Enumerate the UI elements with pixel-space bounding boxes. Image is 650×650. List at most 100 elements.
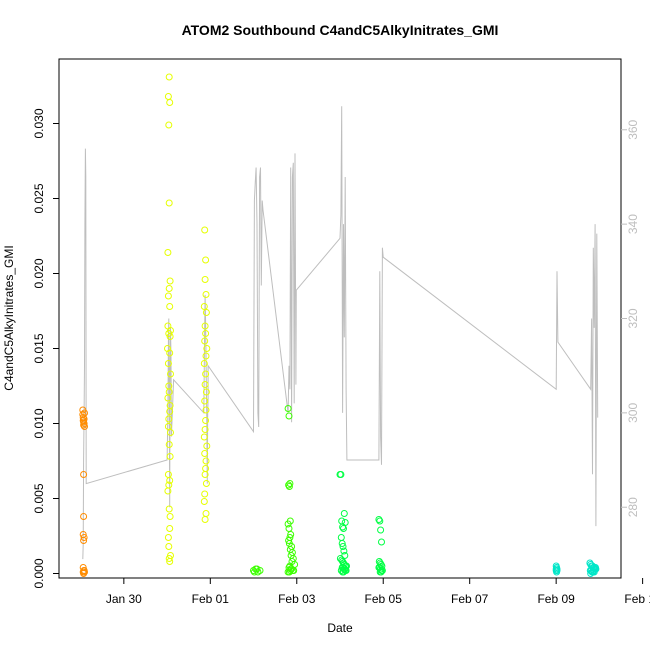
- y-tick-label: 0.000: [32, 558, 46, 588]
- data-point: [165, 441, 173, 448]
- data-point: [166, 525, 174, 532]
- data-point: [81, 409, 88, 417]
- data-point: [338, 517, 346, 525]
- data-point: [375, 516, 383, 523]
- data-point: [201, 426, 209, 433]
- secondary-line-layer: [82, 106, 599, 560]
- data-point: [166, 333, 174, 340]
- data-point: [166, 303, 174, 310]
- data-point: [164, 249, 172, 256]
- data-point: [200, 360, 208, 367]
- data-point: [337, 471, 345, 478]
- data-point: [202, 370, 210, 378]
- data-point: [200, 498, 208, 505]
- data-point: [80, 513, 88, 520]
- data-point: [201, 471, 209, 478]
- data-point: [165, 555, 173, 562]
- x-tick-label: Jan 30: [106, 592, 142, 606]
- data-point: [167, 429, 174, 436]
- data-point: [284, 405, 292, 412]
- x-tick-label: Feb 01: [192, 592, 230, 606]
- data-point: [587, 570, 595, 577]
- data-point: [337, 534, 345, 541]
- points-layer: [79, 73, 600, 577]
- data-point: [166, 408, 174, 415]
- y-tick-label: 0.020: [32, 258, 46, 288]
- x-axis: Jan 30 Feb 01 Feb 03 Feb 05 Feb 07 Feb 09 Feb …: [106, 578, 650, 606]
- data-point: [202, 388, 210, 396]
- x-tick-label: Feb 05: [365, 592, 403, 606]
- data-point: [164, 394, 172, 402]
- data-point: [165, 199, 173, 207]
- data-point: [80, 471, 88, 478]
- y-tick-label: 0.005: [32, 483, 46, 513]
- data-point: [341, 567, 349, 574]
- x-tick-label: Feb 11: [624, 592, 650, 606]
- data-point: [377, 526, 385, 534]
- data-point: [285, 412, 293, 420]
- data-point: [201, 226, 209, 234]
- data-point: [285, 483, 293, 490]
- data-point: [202, 510, 210, 517]
- data-point: [166, 99, 174, 106]
- data-point: [166, 558, 174, 565]
- y-tick-label: 0.010: [32, 408, 46, 438]
- data-point: [341, 519, 349, 526]
- data-point: [165, 121, 173, 129]
- data-point: [164, 93, 172, 100]
- data-point: [201, 276, 209, 283]
- data-point: [165, 505, 173, 513]
- data-point: [202, 406, 210, 414]
- data-point: [340, 568, 347, 576]
- data-point: [166, 477, 174, 484]
- data-point: [164, 471, 172, 478]
- data-point: [202, 309, 210, 316]
- data-point: [165, 415, 173, 423]
- y2-tick-label: 280: [626, 497, 640, 517]
- data-point: [80, 534, 88, 541]
- data-point: [202, 291, 210, 298]
- data-point: [284, 520, 292, 528]
- y-tick-label: 0.025: [32, 183, 46, 213]
- y-axis-label: C4andC5AlkyInitrates_GMI: [2, 245, 16, 390]
- data-point: [165, 543, 173, 550]
- data-point: [202, 417, 210, 424]
- data-point: [287, 531, 295, 538]
- data-point: [202, 256, 210, 264]
- data-point: [166, 349, 174, 357]
- data-point: [340, 510, 348, 517]
- data-point: [201, 450, 209, 457]
- y2-axis: 280 300 320 340 360: [621, 119, 640, 517]
- data-point: [166, 277, 174, 285]
- data-point: [81, 423, 88, 430]
- data-point: [202, 352, 210, 360]
- data-point: [376, 517, 384, 525]
- data-point: [166, 513, 174, 520]
- data-point: [203, 442, 211, 450]
- data-point: [201, 397, 209, 405]
- data-point: [201, 381, 209, 388]
- x-axis-label: Date: [327, 621, 353, 635]
- secondary-line: [82, 106, 599, 560]
- data-point: [552, 565, 560, 573]
- data-point: [377, 565, 385, 573]
- data-point: [80, 420, 88, 427]
- data-point: [166, 453, 174, 460]
- data-point: [201, 490, 209, 498]
- y-axis: 0.000 0.005 0.010 0.015 0.020 0.025 0.030: [32, 108, 59, 589]
- data-point: [201, 516, 209, 523]
- data-point: [167, 370, 174, 378]
- plot-frame: [58, 58, 622, 579]
- data-point: [202, 480, 210, 487]
- data-point: [165, 285, 173, 292]
- data-point: [164, 534, 172, 541]
- data-point: [201, 322, 209, 330]
- data-point: [203, 345, 211, 352]
- data-point: [200, 303, 208, 310]
- data-point: [164, 292, 172, 300]
- data-point: [285, 568, 293, 576]
- data-point: [202, 457, 210, 465]
- y2-tick-label: 300: [626, 403, 640, 423]
- chart-title: ATOM2 Southbound C4andC5AlkyInitrates_GM…: [182, 22, 499, 38]
